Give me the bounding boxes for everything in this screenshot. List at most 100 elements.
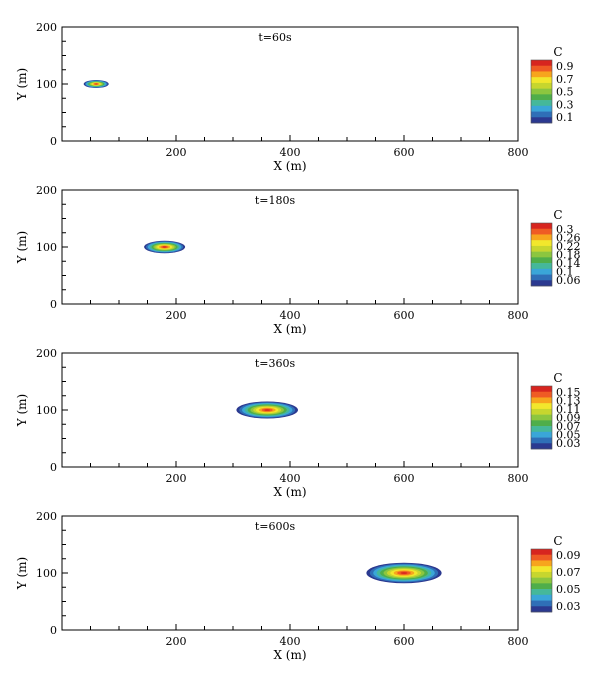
y-axis-label: Y (m) <box>15 557 29 590</box>
legend-label: 0.13 <box>556 395 581 408</box>
legend-label: 0.05 <box>556 583 581 596</box>
legend-label: 0.03 <box>556 600 581 613</box>
legend-swatch <box>531 408 552 415</box>
y-tick-label: 100 <box>36 241 57 254</box>
x-axis-label: X (m) <box>273 648 306 662</box>
y-axis-label: Y (m) <box>15 231 29 264</box>
y-tick-label: 200 <box>36 510 57 523</box>
y-tick-label: 100 <box>36 404 57 417</box>
legend-label: 0.07 <box>556 566 581 579</box>
legend-swatch <box>531 251 552 258</box>
legend-swatch <box>531 437 552 444</box>
legend: C0.90.70.50.30.1 <box>530 45 574 124</box>
y-tick-label: 100 <box>36 567 57 580</box>
x-tick-label: 200 <box>166 635 187 648</box>
legend-swatch <box>531 117 552 124</box>
legend-title: C <box>553 534 562 548</box>
x-tick-label: 600 <box>394 635 415 648</box>
legend-label: 0.1 <box>556 266 574 279</box>
legend-swatch <box>531 583 552 590</box>
legend-swatch <box>531 594 552 601</box>
legend-swatch <box>531 571 552 578</box>
legend-swatch <box>531 397 552 404</box>
legend-label: 0.11 <box>556 403 581 416</box>
legend: C0.09 0.07 0.05 0.03 <box>530 534 581 613</box>
legend-swatch <box>531 554 552 561</box>
legend-swatch <box>531 549 552 556</box>
x-tick-label: 600 <box>394 472 415 485</box>
legend-swatch <box>531 386 552 393</box>
legend-swatch <box>531 71 552 78</box>
contour-level-11 <box>95 83 98 85</box>
x-tick-label: 800 <box>508 309 529 322</box>
x-tick-label: 200 <box>166 146 187 159</box>
legend-swatch <box>531 60 552 67</box>
legend-swatch <box>531 606 552 613</box>
legend-label: 0.07 <box>556 420 581 433</box>
legend-swatch <box>531 94 552 101</box>
legend-label: 0.9 <box>556 60 574 73</box>
x-tick-label: 400 <box>280 146 301 159</box>
legend-label: 0.15 <box>556 386 581 399</box>
y-tick-label: 0 <box>50 461 57 474</box>
legend-swatch <box>531 589 552 596</box>
x-tick-label: 400 <box>280 472 301 485</box>
y-tick-label: 0 <box>50 624 57 637</box>
legend-label: 0.1 <box>556 111 574 124</box>
legend-label: 0.09 <box>556 549 581 562</box>
legend-label: 0.09 <box>556 412 581 425</box>
legend-label: 0.14 <box>556 257 581 270</box>
legend-swatch <box>531 431 552 438</box>
plume-contours <box>366 562 442 584</box>
legend-title: C <box>553 371 562 385</box>
plot-frame <box>61 26 519 142</box>
x-axis-label: X (m) <box>273 322 306 336</box>
x-tick-label: 600 <box>394 146 415 159</box>
panel-3: 200 400 600 800 0 100 200 X (m) Y (m) t=360s C0.15… <box>15 347 581 499</box>
legend-swatch <box>531 268 552 275</box>
legend-frame <box>530 385 553 450</box>
y-tick-label: 200 <box>36 184 57 197</box>
plot-frame <box>61 515 519 631</box>
legend-swatch <box>531 577 552 584</box>
legend-swatch <box>531 600 552 607</box>
legend-swatch <box>531 420 552 427</box>
x-tick-label: 400 <box>280 635 301 648</box>
legend-swatch <box>531 391 552 398</box>
plot-frame <box>61 189 519 305</box>
plume-contours <box>83 80 109 88</box>
legend: C0.150.130.110.090.070.050.03 <box>530 371 581 450</box>
legend-label: 0.3 <box>556 223 574 236</box>
legend-swatch <box>531 263 552 270</box>
panel-title: t=60s <box>258 31 292 44</box>
contour-level-11 <box>162 246 167 248</box>
x-axis-label: X (m) <box>273 159 306 173</box>
legend-label: 0.7 <box>556 73 574 86</box>
panel-4: 200 400 600 800 0 100 200 X (m) Y (m) t=600s C0.09… <box>15 510 581 662</box>
legend-label: 0.06 <box>556 274 581 287</box>
legend-swatch <box>531 403 552 410</box>
legend-label: 0.22 <box>556 240 581 253</box>
panel-title: t=360s <box>255 357 296 370</box>
legend-swatch <box>531 560 552 567</box>
legend-swatch <box>531 280 552 287</box>
legend-swatch <box>531 414 552 421</box>
legend-swatch <box>531 245 552 252</box>
legend-swatch <box>531 82 552 89</box>
y-tick-label: 100 <box>36 78 57 91</box>
legend-swatch <box>531 100 552 107</box>
legend-label: 0.03 <box>556 437 581 450</box>
y-tick-label: 0 <box>50 135 57 148</box>
legend-swatch <box>531 274 552 281</box>
legend-label: 0.3 <box>556 98 574 111</box>
panel-title: t=600s <box>255 520 296 533</box>
plume-contours <box>144 240 186 254</box>
x-tick-label: 800 <box>508 146 529 159</box>
y-tick-label: 200 <box>36 21 57 34</box>
plume-contours <box>236 401 298 419</box>
legend-frame <box>530 59 553 124</box>
y-tick-label: 200 <box>36 347 57 360</box>
legend-swatch <box>531 77 552 84</box>
legend-frame <box>530 222 553 287</box>
